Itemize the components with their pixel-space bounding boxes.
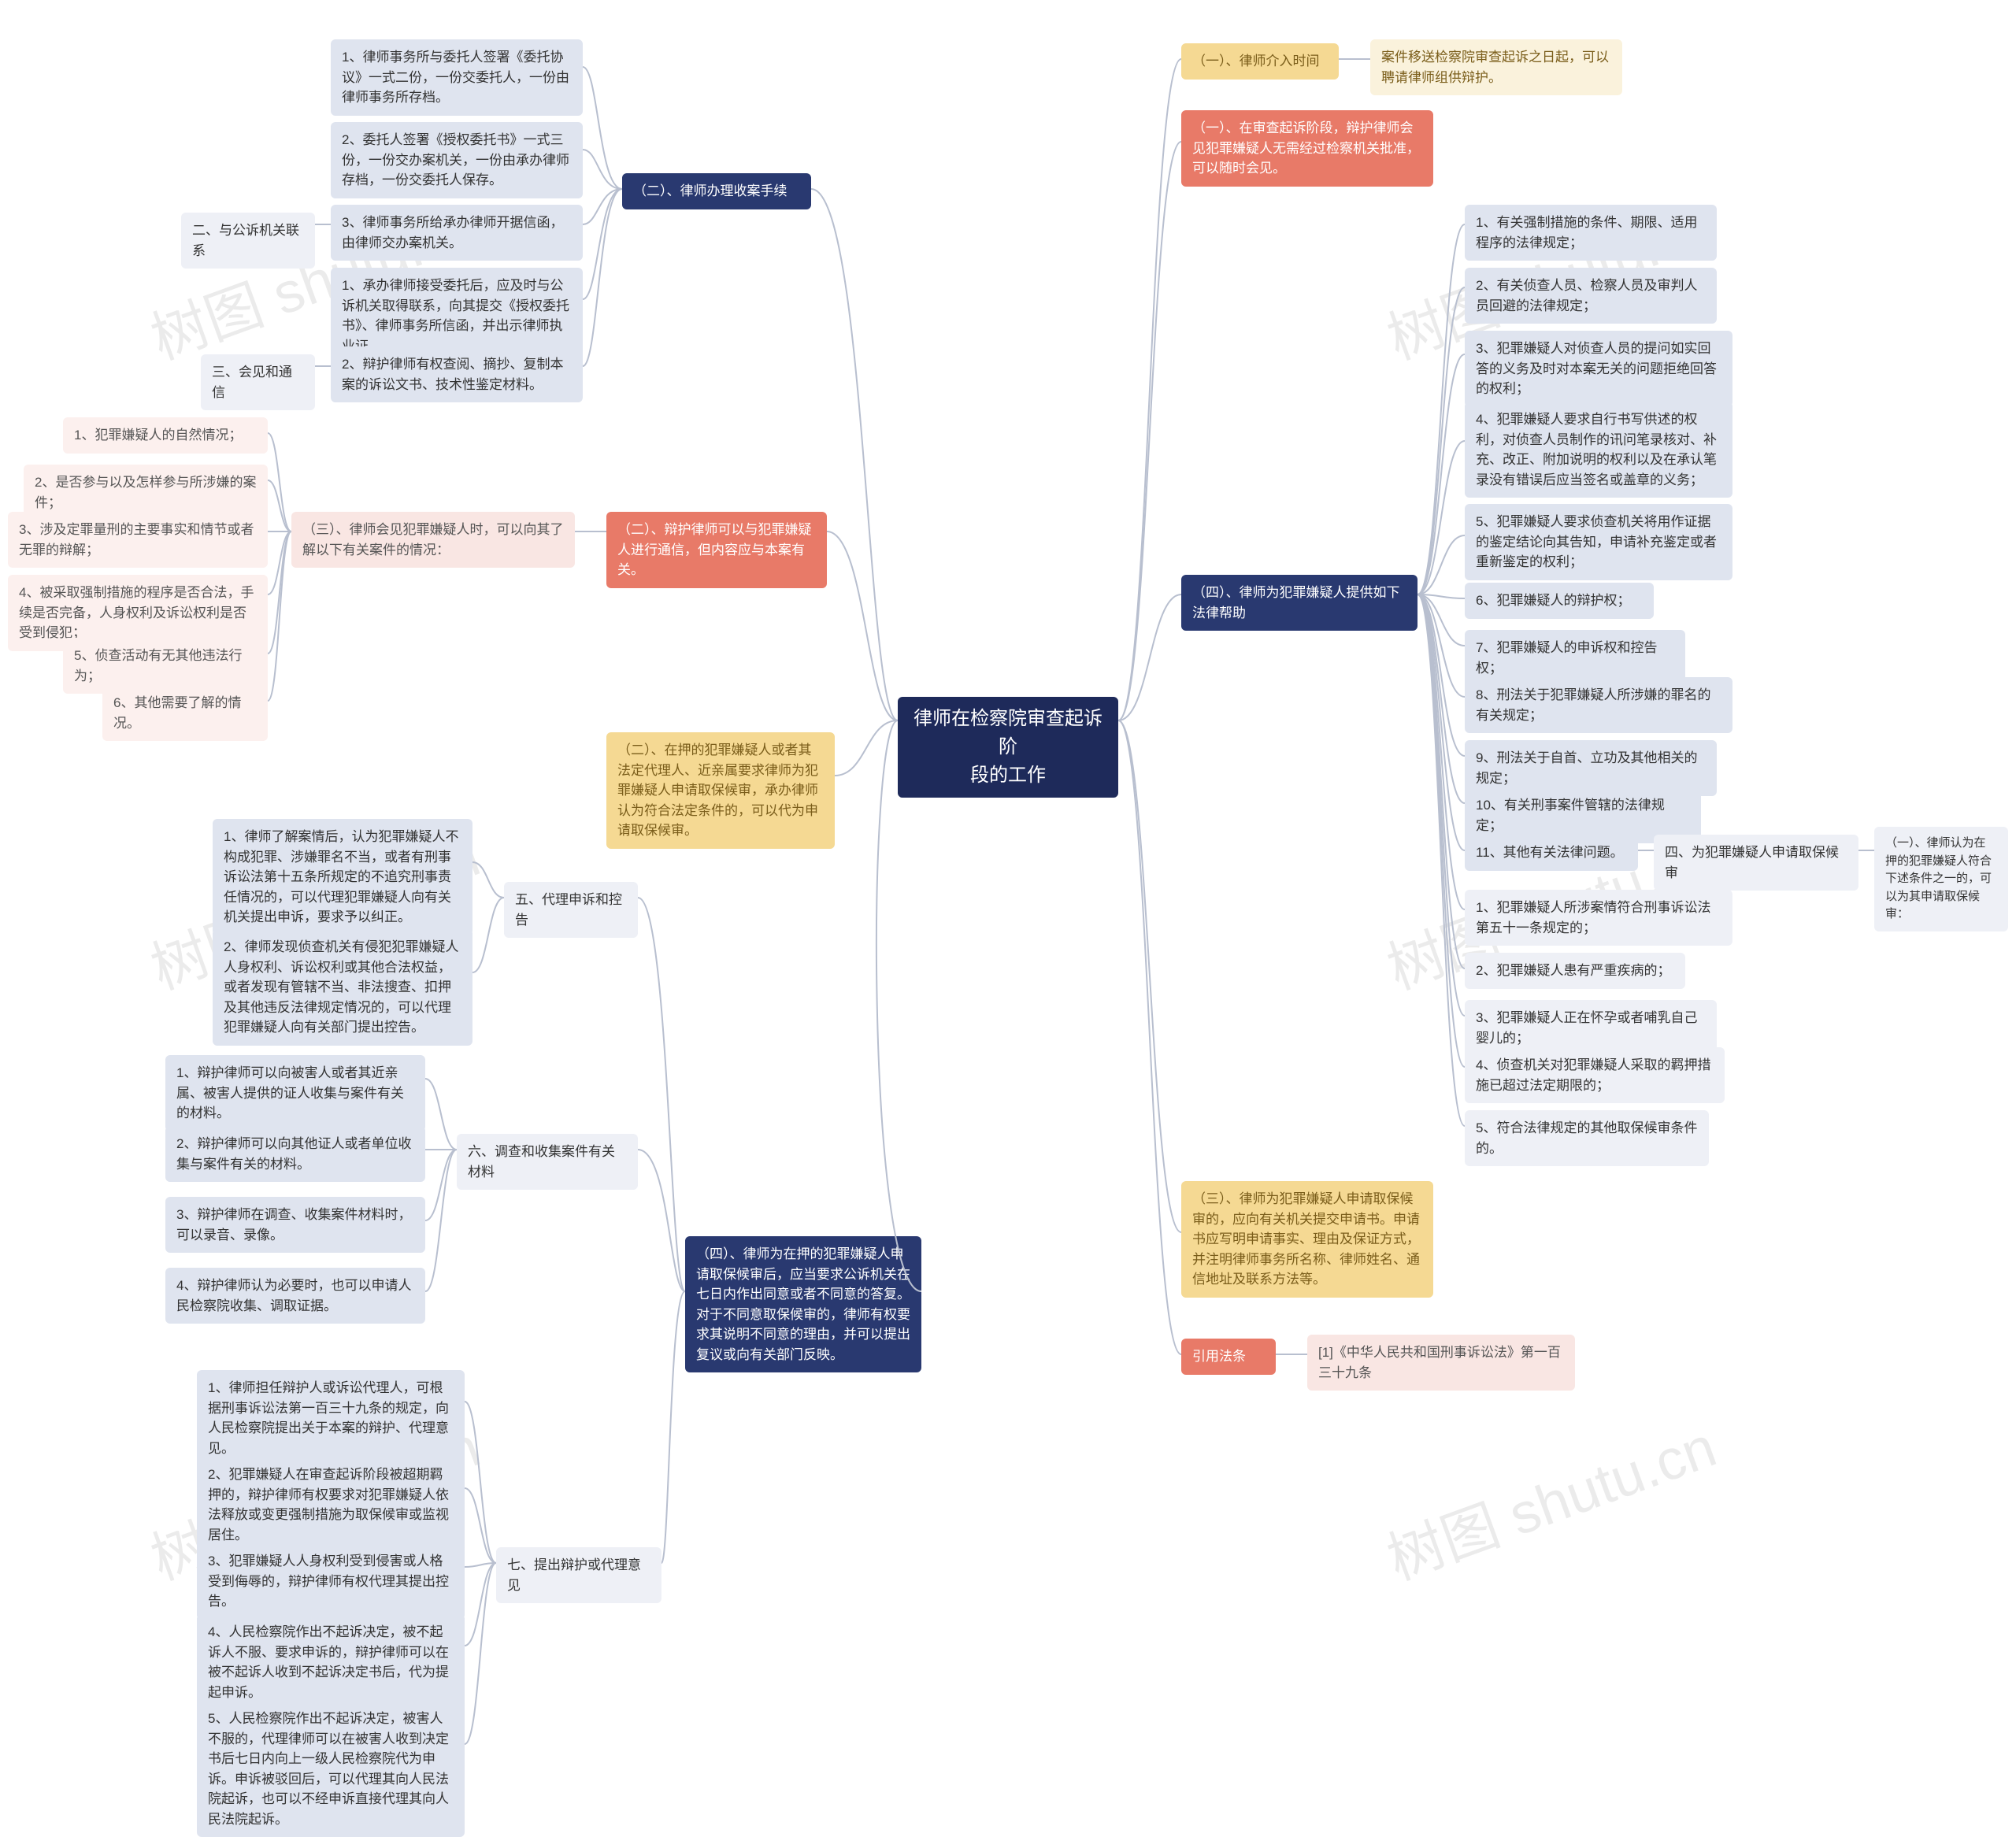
r4-item-6: 6、犯罪嫌疑人的辩护权； [1465, 583, 1654, 619]
r4-sub11-detail: （一）、律师认为在押的犯罪嫌疑人符合下述条件之一的，可以为其申请取保候审： [1874, 827, 2008, 931]
r4-item-11: 11、其他有关法律问题。 [1465, 835, 1638, 871]
l2b-sub-item-1: 1、犯罪嫌疑人的自然情况； [63, 417, 268, 454]
l2-meet-item-1: 2、辩护律师有权查阅、摘抄、复制本案的诉讼文书、技术性鉴定材料。 [331, 346, 583, 402]
l7-item-2: 2、犯罪嫌疑人在审查起诉阶段被超期羁押的，辩护律师有权要求对犯罪嫌疑人依法释放或… [197, 1457, 465, 1553]
l2c-node: （二）、在押的犯罪嫌疑人或者其法定代理人、近亲属要求律师为犯罪嫌疑人申请取保候审… [606, 732, 835, 849]
r4-sub11-label: 四、为犯罪嫌疑人申请取保候审 [1654, 835, 1858, 891]
l6-item-4: 4、辩护律师认为必要时，也可以申请人民检察院收集、调取证据。 [165, 1268, 425, 1324]
cite-label: 引用法条 [1181, 1339, 1276, 1375]
r4-label: （四）、律师为犯罪嫌疑人提供如下法律帮助 [1181, 575, 1418, 631]
l7-label: 七、提出辩护或代理意见 [496, 1547, 662, 1603]
center-node: 律师在检察院审查起诉阶 段的工作 [898, 697, 1118, 798]
l2b-sub-item-3: 3、涉及定罪量刑的主要事实和情节或者无罪的辩解； [8, 512, 268, 568]
l7-item-4: 4、人民检察院作出不起诉决定，被不起诉人不服、要求申诉的，辩护律师可以在被不起诉… [197, 1614, 465, 1710]
l5-label: 五、代理申诉和控告 [504, 882, 638, 938]
l2-meet-label: 三、会见和通信 [201, 354, 315, 410]
l5-item-2: 2、律师发现侦查机关有侵犯犯罪嫌疑人人身权利、诉讼权利或其他合法权益，或者发现有… [213, 929, 472, 1046]
r4-item-8: 8、刑法关于犯罪嫌疑人所涉嫌的罪名的有关规定； [1465, 677, 1732, 733]
r1-detail: 案件移送检察院审查起诉之日起，可以聘请律师组供辩护。 [1370, 39, 1622, 95]
r4-item-2: 2、有关侦查人员、检察人员及审判人员回避的法律规定； [1465, 268, 1717, 324]
l7-item-5: 5、人民检察院作出不起诉决定，被害人不服的，代理律师可以在被害人收到决定书后七日… [197, 1701, 465, 1837]
l6-item-3: 3、辩护律师在调查、收集案件材料时，可以录音、录像。 [165, 1197, 425, 1253]
l2b-sub-label: （三）、律师会见犯罪嫌疑人时，可以向其了解以下有关案件的情况： [291, 512, 575, 568]
l6-item-1: 1、辩护律师可以向被害人或者其近亲属、被害人提供的证人收集与案件有关的材料。 [165, 1055, 425, 1131]
l7-item-3: 3、犯罪嫌疑人人身权利受到侵害或人格受到侮辱的，辩护律师有权代理其提出控告。 [197, 1543, 465, 1620]
r4-sub11-item-1: 1、犯罪嫌疑人所涉案情符合刑事诉讼法第五十一条规定的； [1465, 890, 1732, 946]
r4-item-5: 5、犯罪嫌疑人要求侦查机关将用作证据的鉴定结论向其告知，申请补充鉴定或者重新鉴定… [1465, 504, 1732, 580]
l2-contact-label: 二、与公诉机关联系 [181, 213, 315, 269]
l2-item-3: 3、律师事务所给承办律师开据信函，由律师交办案机关。 [331, 205, 583, 261]
r4-sub11-item-5: 5、符合法律规定的其他取保候审条件的。 [1465, 1110, 1709, 1166]
r4-sub11-item-4: 4、侦查机关对犯罪嫌疑人采取的羁押措施已超过法定期限的； [1465, 1047, 1725, 1103]
l2b-sub-item-6: 6、其他需要了解的情况。 [102, 685, 268, 741]
cite-detail: [1]《中华人民共和国刑事诉讼法》第一百三十九条 [1307, 1335, 1575, 1391]
r4-sub11-item-2: 2、犯罪嫌疑人患有严重疾病的； [1465, 953, 1685, 989]
r4-item-4: 4、犯罪嫌疑人要求自行书写供述的权利，对侦查人员制作的讯问笔录核对、补充、改正、… [1465, 402, 1732, 498]
r1-label: （一）、律师介入时间 [1181, 43, 1339, 80]
l5-item-1: 1、律师了解案情后，认为犯罪嫌疑人不构成犯罪、涉嫌罪名不当，或者有刑事诉讼法第十… [213, 819, 472, 935]
l4-node: （四）、律师为在押的犯罪嫌疑人申请取保候审后，应当要求公诉机关在七日内作出同意或… [685, 1236, 921, 1372]
l6-label: 六、调查和收集案件有关材料 [457, 1134, 638, 1190]
r4-item-3: 3、犯罪嫌疑人对侦查人员的提问如实回答的义务及时对本案无关的问题拒绝回答的权利； [1465, 331, 1732, 407]
r4-item-1: 1、有关强制措施的条件、期限、适用程序的法律规定； [1465, 205, 1717, 261]
watermark: 树图 shutu.cn [1374, 1401, 1725, 1596]
l2-item-1: 1、律师事务所与委托人签署《委托协议》一式二份，一份交委托人，一份由律师事务所存… [331, 39, 583, 116]
l2b-label: （二）、辩护律师可以与犯罪嫌疑人进行通信，但内容应与本案有关。 [606, 512, 827, 588]
r1b-node: （一）、在审查起诉阶段，辩护律师会见犯罪嫌疑人无需经过检察机关批准，可以随时会见… [1181, 110, 1433, 187]
l6-item-2: 2、辩护律师可以向其他证人或者单位收集与案件有关的材料。 [165, 1126, 425, 1182]
l2-label: （二）、律师办理收案手续 [622, 173, 811, 209]
l7-item-1: 1、律师担任辩护人或诉讼代理人，可根据刑事诉讼法第一百三十九条的规定，向人民检察… [197, 1370, 465, 1466]
r3-node: （三）、律师为犯罪嫌疑人申请取保候审的，应向有关机关提交申请书。申请书应写明申请… [1181, 1181, 1433, 1298]
l2-item-2: 2、委托人签署《授权委托书》一式三份，一份交办案机关，一份由承办律师存档，一份交… [331, 122, 583, 198]
